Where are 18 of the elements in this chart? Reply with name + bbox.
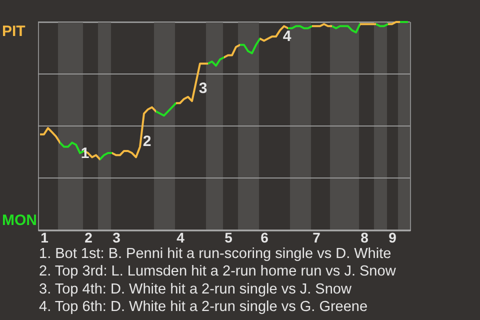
text: 2. Top 3rd: L. Lumsden hit a 2-run home run vs J. Snow (39, 264, 396, 280)
x-tick-label: 8 (360, 230, 369, 246)
x-tick-label: 2 (84, 230, 93, 246)
text: MON (2, 212, 37, 229)
x-tick-label: 7 (312, 230, 321, 246)
x-tick-label: 4 (176, 230, 185, 246)
text: 4. Top 6th: D. White hit a 2-run single vs G. Greene (39, 299, 368, 316)
annotation: 4 (282, 28, 292, 45)
text: 3. Top 4th: D. White hit a 2-run single vs J. Snow (39, 281, 352, 298)
x-tick-label: 6 (260, 230, 269, 246)
x-tick-label: 9 (388, 230, 397, 246)
annotation: 2 (142, 133, 152, 150)
x-tick-label: 1 (40, 230, 49, 246)
text: 1. Bot 1st: B. Penni hit a run-scoring single vs D. White (39, 246, 392, 262)
x-tick-label: 5 (224, 230, 233, 246)
x-tick-label: 3 (112, 230, 121, 246)
text: PIT (2, 23, 26, 40)
annotation: 3 (198, 80, 208, 97)
